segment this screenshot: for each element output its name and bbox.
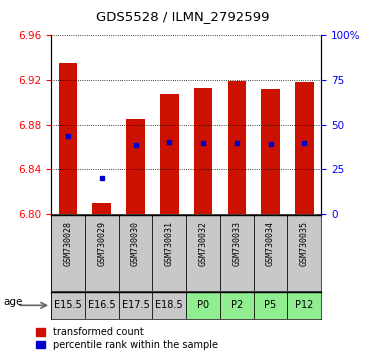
Bar	[119, 292, 153, 319]
Text: GSM730034: GSM730034	[266, 221, 275, 266]
Text: P5: P5	[264, 300, 277, 310]
Text: GSM730033: GSM730033	[232, 221, 241, 266]
Text: GSM730031: GSM730031	[165, 221, 174, 266]
Text: age: age	[4, 297, 23, 307]
Bar	[186, 215, 220, 291]
Bar	[153, 215, 186, 291]
Text: E18.5: E18.5	[155, 300, 183, 310]
Text: GDS5528 / ILMN_2792599: GDS5528 / ILMN_2792599	[96, 10, 269, 23]
Text: GSM730032: GSM730032	[199, 221, 208, 266]
Bar	[288, 215, 321, 291]
Text: P0: P0	[197, 300, 209, 310]
Text: GSM730035: GSM730035	[300, 221, 309, 266]
Bar	[160, 93, 178, 214]
Bar	[186, 292, 220, 319]
Bar	[92, 203, 111, 214]
Bar	[254, 292, 287, 319]
Bar	[126, 119, 145, 214]
Text: GSM730028: GSM730028	[64, 221, 73, 266]
Bar	[85, 215, 119, 291]
Legend: transformed count, percentile rank within the sample: transformed count, percentile rank withi…	[34, 325, 219, 352]
Bar	[85, 292, 119, 319]
Text: E15.5: E15.5	[54, 300, 82, 310]
Bar	[295, 82, 314, 214]
Bar	[59, 63, 77, 214]
Bar	[261, 89, 280, 214]
Text: GSM730030: GSM730030	[131, 221, 140, 266]
Bar	[153, 292, 186, 319]
Bar	[51, 215, 85, 291]
Bar	[220, 215, 254, 291]
Bar	[51, 292, 85, 319]
Bar	[119, 215, 153, 291]
Text: GSM730029: GSM730029	[97, 221, 106, 266]
Text: E17.5: E17.5	[122, 300, 149, 310]
Text: E16.5: E16.5	[88, 300, 116, 310]
Bar	[288, 292, 321, 319]
Bar	[254, 215, 287, 291]
Bar	[220, 292, 254, 319]
Bar	[194, 88, 212, 214]
Bar	[227, 81, 246, 214]
Text: P12: P12	[295, 300, 314, 310]
Text: P2: P2	[231, 300, 243, 310]
